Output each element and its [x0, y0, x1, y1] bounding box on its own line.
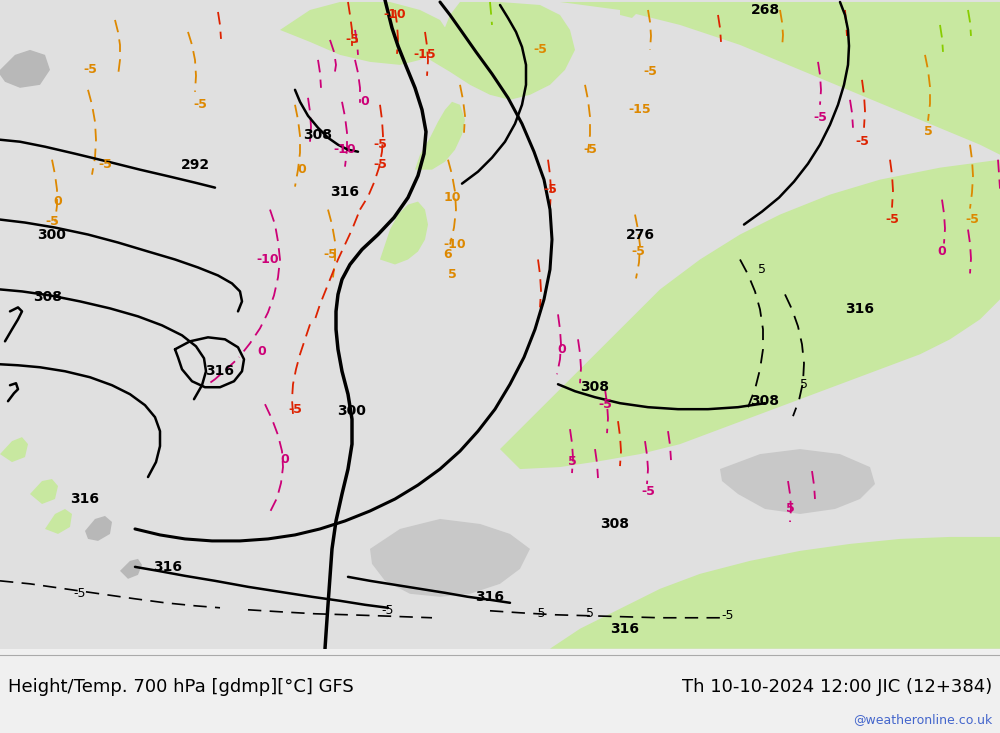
- Text: -5: -5: [583, 143, 597, 156]
- Text: 316: 316: [476, 590, 505, 604]
- Polygon shape: [430, 2, 575, 100]
- Text: -5: -5: [373, 158, 387, 172]
- Polygon shape: [620, 2, 640, 18]
- Text: 292: 292: [180, 158, 210, 172]
- Text: -5: -5: [345, 34, 359, 46]
- Text: -5: -5: [74, 587, 86, 600]
- Text: 5: 5: [924, 125, 932, 139]
- Text: -5: -5: [382, 604, 394, 617]
- Text: -15: -15: [414, 48, 436, 62]
- Text: 0: 0: [361, 95, 369, 108]
- Text: -5: -5: [533, 43, 547, 56]
- Text: -5: -5: [45, 215, 59, 228]
- Polygon shape: [500, 160, 1000, 469]
- Polygon shape: [280, 2, 450, 65]
- Text: 0: 0: [258, 345, 266, 358]
- Text: 300: 300: [38, 227, 66, 242]
- Text: 0: 0: [938, 245, 946, 258]
- Polygon shape: [0, 50, 50, 88]
- Text: 0: 0: [558, 343, 566, 356]
- Text: Th 10-10-2024 12:00 JIC (12+384): Th 10-10-2024 12:00 JIC (12+384): [682, 677, 992, 696]
- Text: 316: 316: [330, 185, 360, 199]
- Text: -5: -5: [598, 398, 612, 410]
- Text: 0: 0: [298, 163, 306, 176]
- Polygon shape: [550, 537, 1000, 649]
- Text: 5: 5: [758, 263, 766, 276]
- Text: 5: 5: [800, 377, 808, 391]
- Text: -10: -10: [334, 143, 356, 156]
- Polygon shape: [85, 516, 112, 541]
- Text: 300: 300: [338, 404, 366, 419]
- Polygon shape: [45, 509, 72, 534]
- Polygon shape: [800, 2, 1000, 85]
- Text: -5: -5: [83, 63, 97, 76]
- Text: 308: 308: [750, 394, 780, 408]
- Polygon shape: [370, 519, 530, 597]
- Text: -5: -5: [722, 609, 734, 622]
- Text: 6: 6: [444, 248, 452, 261]
- Text: 316: 316: [70, 492, 100, 506]
- Text: -10: -10: [444, 238, 466, 251]
- Text: -10: -10: [257, 253, 279, 266]
- Text: 308: 308: [600, 517, 630, 531]
- Text: 308: 308: [580, 380, 610, 394]
- Polygon shape: [415, 102, 465, 169]
- Text: 5: 5: [448, 268, 456, 281]
- Text: -5: -5: [288, 402, 302, 416]
- Text: 10: 10: [443, 191, 461, 204]
- Text: -5: -5: [885, 213, 899, 226]
- Text: -5: -5: [543, 183, 557, 196]
- Polygon shape: [500, 2, 1000, 155]
- Text: 316: 316: [610, 622, 640, 636]
- Text: -5: -5: [643, 65, 657, 78]
- Polygon shape: [30, 479, 58, 504]
- Text: 276: 276: [626, 227, 654, 242]
- Text: @weatheronline.co.uk: @weatheronline.co.uk: [853, 713, 992, 726]
- Text: 316: 316: [206, 364, 234, 378]
- Text: 5: 5: [568, 454, 576, 468]
- Text: 0: 0: [281, 452, 289, 465]
- Text: -5: -5: [631, 245, 645, 258]
- Text: Height/Temp. 700 hPa [gdmp][°C] GFS: Height/Temp. 700 hPa [gdmp][°C] GFS: [8, 677, 354, 696]
- Text: -5: -5: [813, 111, 827, 125]
- Text: 316: 316: [846, 303, 874, 317]
- Text: -15: -15: [629, 103, 651, 117]
- Text: -10: -10: [384, 9, 406, 21]
- Text: 316: 316: [154, 560, 182, 574]
- Text: 5: 5: [586, 607, 594, 620]
- Text: -5: -5: [641, 485, 655, 498]
- Text: -5: -5: [965, 213, 979, 226]
- Polygon shape: [120, 559, 142, 579]
- Text: 308: 308: [34, 290, 62, 304]
- Text: -5: -5: [855, 135, 869, 148]
- Text: 5: 5: [786, 503, 794, 515]
- Text: -5: -5: [534, 607, 546, 620]
- Text: -5: -5: [98, 158, 112, 172]
- Text: -5: -5: [323, 248, 337, 261]
- Polygon shape: [380, 202, 428, 265]
- Text: -5: -5: [373, 139, 387, 151]
- Text: 268: 268: [750, 3, 780, 17]
- Text: 0: 0: [54, 195, 62, 208]
- Text: 308: 308: [304, 128, 332, 141]
- Text: -5: -5: [193, 98, 207, 111]
- Polygon shape: [720, 449, 875, 514]
- Polygon shape: [0, 437, 28, 462]
